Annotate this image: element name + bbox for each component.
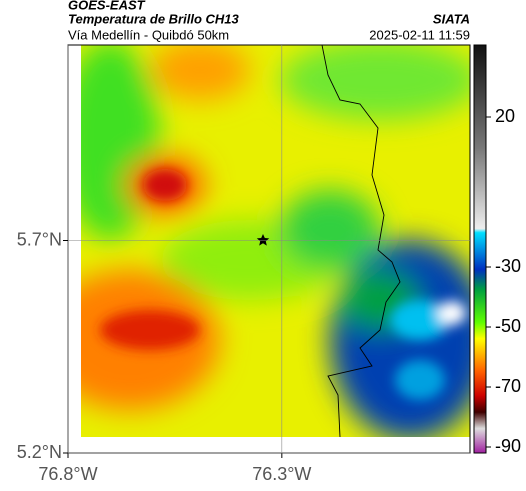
colorbar-tick-label: 20 xyxy=(495,106,515,126)
region: Vía Medellín - Quibdó 50km xyxy=(68,27,229,42)
subtitle: Temperatura de Brillo CH13 xyxy=(68,11,240,26)
borders xyxy=(321,44,401,438)
y-tick-label: 5.2°N xyxy=(17,442,62,462)
x-tick-label: 76.3°W xyxy=(252,464,311,484)
brightness-field xyxy=(81,45,470,437)
x-tick-label: 76.8°W xyxy=(38,464,97,484)
source: SIATA xyxy=(433,11,470,26)
colorbar-tick-label: -70 xyxy=(495,376,521,396)
datetime: 2025-02-11 11:59 xyxy=(369,27,470,42)
colorbar xyxy=(473,44,487,454)
colorbar-tick-label: -90 xyxy=(495,436,521,456)
title: GOES-EAST xyxy=(68,0,146,12)
colorbar-tick-label: -30 xyxy=(495,256,521,276)
colorbar-tick-label: -50 xyxy=(495,316,521,336)
y-tick-label: 5.7°N xyxy=(17,229,62,249)
location-marker xyxy=(256,234,270,246)
